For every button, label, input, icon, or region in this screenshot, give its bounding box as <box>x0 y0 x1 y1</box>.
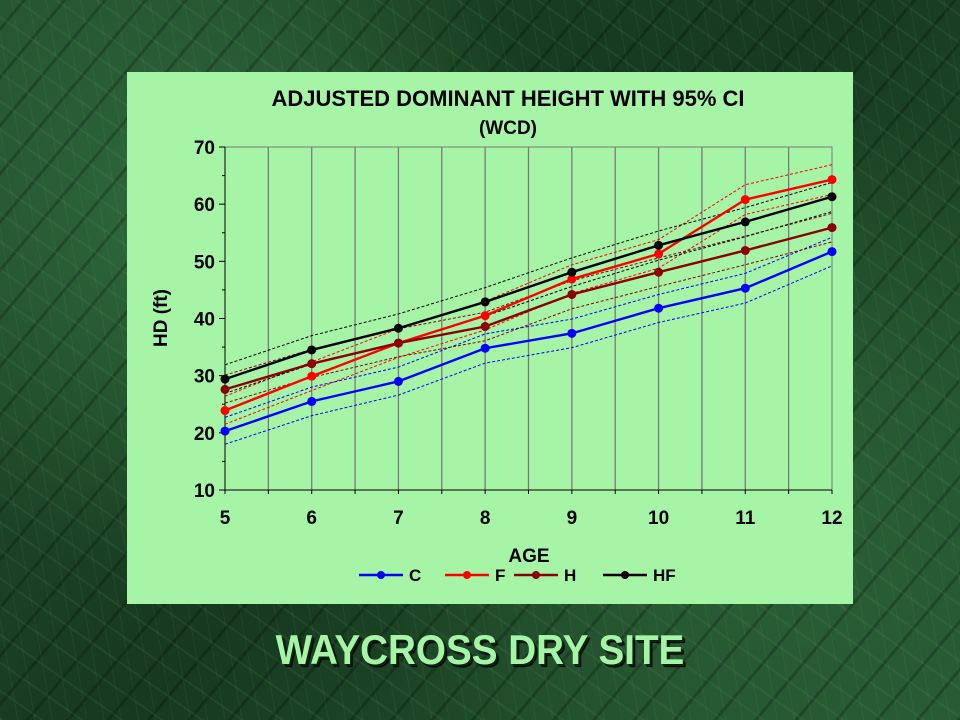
x-tick-label: 7 <box>393 508 404 529</box>
data-point <box>307 371 317 381</box>
data-point <box>740 245 750 255</box>
legend-label: H <box>564 566 576 585</box>
data-point <box>480 297 490 307</box>
legend-marker <box>377 571 385 579</box>
chart-panel: ADJUSTED DOMINANT HEIGHT WITH 95% CI (WC… <box>127 72 853 604</box>
data-point <box>567 289 577 299</box>
data-point <box>654 240 664 250</box>
data-point <box>307 345 317 355</box>
ci-upper-line <box>224 181 833 366</box>
site-title: WAYCROSS DRY SITE <box>275 626 685 673</box>
data-point <box>740 217 750 227</box>
legend-marker <box>463 571 471 579</box>
series-lines <box>220 175 837 436</box>
data-point <box>567 267 577 277</box>
x-tick-label: 11 <box>735 508 756 529</box>
legend-marker <box>621 571 629 579</box>
chart-subtitle: (WCD) <box>479 118 537 139</box>
data-point <box>393 376 403 386</box>
data-point <box>480 322 490 332</box>
data-point <box>654 249 664 259</box>
data-point <box>827 223 837 233</box>
legend-label: HF <box>653 566 676 585</box>
y-tick-label: 50 <box>194 252 215 273</box>
ci-lower-line <box>224 265 833 445</box>
data-point <box>220 406 230 416</box>
ci-lower-line <box>224 193 833 425</box>
x-tick-label: 10 <box>648 508 669 529</box>
ci-upper-line <box>224 236 833 418</box>
ci-lower-line <box>224 241 833 404</box>
data-point <box>827 247 837 257</box>
x-tick-label: 5 <box>220 508 231 529</box>
line-chart: ADJUSTED DOMINANT HEIGHT WITH 95% CI (WC… <box>151 86 843 585</box>
data-point <box>827 192 837 202</box>
data-point <box>393 338 403 348</box>
series-line <box>224 195 833 381</box>
data-point <box>220 426 230 436</box>
data-point <box>567 274 577 284</box>
data-point <box>480 343 490 353</box>
y-tick-label: 60 <box>194 195 215 216</box>
data-point <box>307 359 317 369</box>
series-line <box>224 178 833 412</box>
y-axis-label: HD (ft) <box>151 289 172 347</box>
x-tick-label: 6 <box>306 508 317 529</box>
y-tick-label: 20 <box>194 424 215 445</box>
data-point <box>307 396 317 406</box>
y-tick-label: 10 <box>194 481 215 502</box>
y-tick-label: 30 <box>194 367 215 388</box>
data-point <box>740 283 750 293</box>
y-tick-label: 40 <box>194 310 215 331</box>
series-line <box>224 250 833 433</box>
legend-marker <box>532 571 540 579</box>
y-tick-label: 70 <box>194 138 215 159</box>
x-tick-label: 9 <box>567 508 578 529</box>
legend: C F H HF <box>359 566 676 585</box>
data-point <box>654 303 664 313</box>
data-point <box>393 323 403 333</box>
data-point <box>220 374 230 384</box>
x-tick-label: 8 <box>480 508 491 529</box>
data-point <box>220 384 230 394</box>
series-line <box>224 226 833 391</box>
data-point <box>827 175 837 185</box>
x-axis-label: AGE <box>508 546 549 567</box>
data-point <box>480 311 490 321</box>
data-point <box>654 267 664 277</box>
tick-labels: 10 20 30 40 50 60 70 5 6 7 8 9 10 11 12 <box>194 138 843 529</box>
data-point <box>567 328 577 338</box>
legend-label: C <box>409 566 421 585</box>
legend-label: F <box>495 566 505 585</box>
chart-title: ADJUSTED DOMINANT HEIGHT WITH 95% CI <box>271 86 744 111</box>
x-tick-label: 12 <box>821 508 842 529</box>
data-point <box>740 195 750 205</box>
ci-upper-line <box>224 164 833 397</box>
